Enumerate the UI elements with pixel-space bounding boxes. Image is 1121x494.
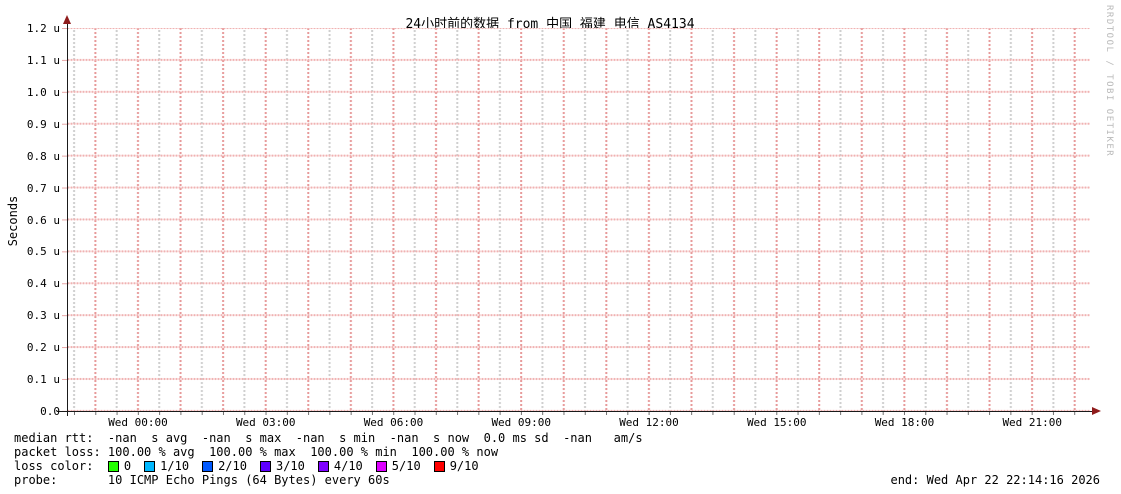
median-rtt-stats: median rtt: -nan s avg -nan s max -nan s… <box>14 431 643 445</box>
loss-color-value: 1/10 <box>160 459 190 473</box>
loss-color-item: 0 <box>107 459 132 473</box>
loss-color-swatch <box>375 460 387 472</box>
loss-color-swatch <box>144 460 156 472</box>
loss-color-swatch <box>202 460 214 472</box>
loss-color-swatch <box>317 460 329 472</box>
rrdtool-watermark: RRDTOOL / TOBI OETIKER <box>1104 5 1114 158</box>
probe-info: probe: 10 ICMP Echo Pings (64 Bytes) eve… <box>14 473 390 487</box>
loss-color-label: loss color: <box>14 459 108 473</box>
y-tick-label: 0.8 u <box>26 149 60 163</box>
x-axis-ticks <box>67 412 1094 415</box>
end-timestamp: end: Wed Apr 22 22:14:16 2026 <box>890 473 1100 487</box>
loss-color-swatch <box>107 460 119 472</box>
y-axis-arrow-icon <box>63 15 71 24</box>
loss-color-item: 3/10 <box>259 459 305 473</box>
loss-color-item: 1/10 <box>144 459 189 473</box>
loss-color-value: 4/10 <box>333 459 363 473</box>
y-tick-label: 0.6 u <box>26 213 60 227</box>
loss-color-value: 9/10 <box>449 459 479 473</box>
loss-color-value: 5/10 <box>391 459 421 473</box>
y-tick-label: 0.7 u <box>26 181 60 195</box>
x-tick-label: Wed 06:00 <box>363 416 424 429</box>
loss-color-value: 2/10 <box>218 459 247 473</box>
loss-color-swatch <box>259 460 271 472</box>
y-tick-label: 0.4 u <box>26 277 60 291</box>
loss-color-item: 4/10 <box>317 459 363 473</box>
loss-color-item: 5/10 <box>375 459 421 473</box>
x-tick-label: Wed 09:00 <box>491 416 552 429</box>
y-tick-label: 1.0 u <box>26 85 60 99</box>
x-tick-label: Wed 00:00 <box>108 416 168 429</box>
x-tick-label: Wed 03:00 <box>235 416 296 429</box>
x-axis-arrow-icon <box>1092 407 1101 415</box>
y-tick-label: 1.2 u <box>26 22 60 35</box>
y-tick-label: 0.5 u <box>26 245 60 259</box>
y-axis-ticks <box>62 28 67 413</box>
y-tick-label: 0.2 u <box>26 341 60 355</box>
y-tick-label: 0.0 <box>40 405 60 418</box>
y-tick-label: 0.1 u <box>26 373 60 387</box>
x-tick-label: Wed 15:00 <box>746 416 807 429</box>
loss-color-item: 2/10 <box>202 459 247 473</box>
loss-color-items: 0 1/10 2/10 3/10 4/10 5/10 9/10 <box>107 459 492 473</box>
x-axis-line <box>57 411 1093 412</box>
loss-color-legend: loss color: 0 1/10 2/10 3/10 4/10 5/10 9/10 <box>14 459 492 473</box>
y-tick-label: 1.1 u <box>26 53 60 67</box>
loss-color-value: 0 <box>123 459 132 473</box>
loss-color-item: 9/10 <box>433 459 479 473</box>
y-tick-label: 0.3 u <box>26 309 60 323</box>
plot-area[interactable] <box>67 28 1090 411</box>
x-tick-label: Wed 21:00 <box>1002 416 1063 429</box>
x-tick-label: Wed 18:00 <box>874 416 935 429</box>
y-axis-line <box>67 22 68 416</box>
x-tick-label: Wed 12:00 <box>619 416 679 429</box>
loss-color-swatch <box>433 460 445 472</box>
loss-color-value: 3/10 <box>275 459 305 473</box>
y-tick-label: 0.9 u <box>26 117 60 131</box>
packet-loss-stats: packet loss: 100.00 % avg 100.00 % max 1… <box>14 445 499 459</box>
